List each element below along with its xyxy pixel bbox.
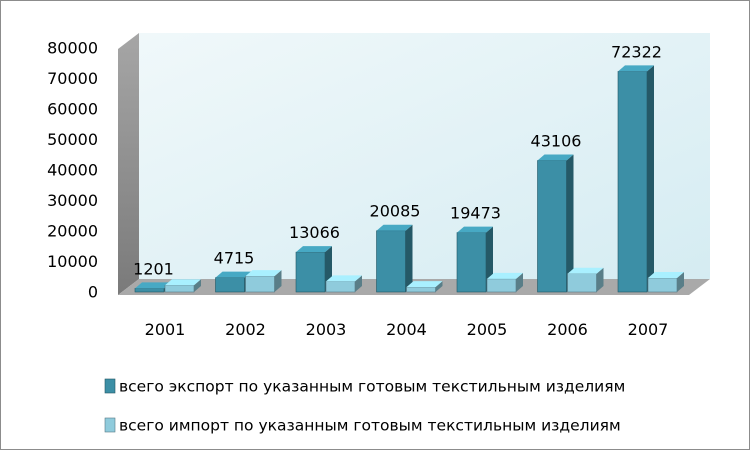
bar-front-face	[215, 277, 245, 293]
y-tick-label: 50000	[47, 130, 98, 149]
bar-front-face	[456, 232, 487, 293]
bar-front-face	[406, 286, 436, 293]
bar-side-face	[596, 267, 604, 292]
bar-side-face	[405, 224, 413, 292]
bar	[295, 246, 332, 293]
bar-side-face	[647, 65, 654, 292]
legend-swatch	[104, 417, 116, 433]
legend-item: всего экспорт по указанным готовым текст…	[104, 378, 625, 396]
x-tick-label: 2007	[628, 320, 669, 339]
bar-top-face	[406, 281, 443, 288]
data-label: 13066	[289, 223, 340, 242]
data-label: 72322	[611, 42, 662, 61]
bar-side-face	[274, 270, 282, 292]
legend-label: всего импорт по указанным готовым тексти…	[119, 417, 621, 435]
bar-top-face	[618, 65, 654, 72]
y-tick-label: 10000	[47, 252, 98, 271]
legend-item: всего импорт по указанным готовым тексти…	[104, 417, 621, 435]
bar-side-face	[435, 281, 443, 292]
y-tick-label: 0	[88, 283, 98, 302]
bar-top-face	[326, 275, 362, 282]
bar-front-face	[486, 278, 517, 293]
bar-front-face	[245, 275, 275, 293]
bar	[617, 65, 654, 293]
y-tick-label: 20000	[47, 222, 98, 241]
data-label: 4715	[214, 249, 255, 268]
bar-front-face	[295, 251, 326, 293]
data-label: 20085	[370, 202, 421, 221]
bar	[325, 275, 362, 293]
bar	[567, 267, 604, 293]
bar-front-face	[134, 288, 165, 293]
y-tick-label: 60000	[47, 100, 98, 119]
bar-top-face	[487, 272, 523, 279]
bar-top-face	[457, 226, 493, 233]
bar-front-face	[567, 273, 597, 293]
bar	[537, 154, 574, 293]
data-label: 43106	[531, 132, 582, 151]
bar	[164, 279, 201, 293]
y-tick-label: 30000	[47, 191, 98, 210]
bar	[245, 270, 282, 293]
bar-side-face	[355, 275, 362, 292]
legend-label: всего экспорт по указанным готовым текст…	[119, 378, 625, 396]
bar-side-face	[194, 279, 201, 292]
x-tick-label: 2003	[306, 320, 347, 339]
y-tick-label: 80000	[47, 39, 98, 58]
bar	[376, 224, 413, 293]
bar-top-face	[215, 271, 252, 278]
bar-front-face	[537, 160, 567, 293]
y-tick-label: 70000	[47, 69, 98, 88]
data-label: 19473	[450, 204, 501, 223]
bar-top-face	[567, 267, 604, 274]
bar	[456, 226, 493, 293]
bar-front-face	[325, 281, 356, 293]
data-label: 1201	[133, 259, 174, 278]
bar-side-face	[516, 272, 523, 292]
bar	[486, 272, 523, 293]
bar-top-face	[296, 246, 332, 253]
bar-top-face	[376, 224, 413, 231]
bar-front-face	[617, 71, 648, 293]
bar-side-face	[566, 154, 574, 292]
bar-front-face	[164, 284, 195, 293]
bar-top-face	[245, 270, 282, 277]
x-tick-label: 2001	[145, 320, 186, 339]
bar-top-face	[165, 279, 201, 286]
bar-top-face	[537, 154, 574, 161]
bar-front-face	[376, 230, 406, 293]
bar	[647, 271, 684, 293]
x-tick-label: 2002	[225, 320, 266, 339]
bar-side-face	[677, 271, 684, 292]
x-tick-label: 2004	[386, 320, 427, 339]
legend-swatch	[104, 378, 116, 394]
x-tick-label: 2005	[467, 320, 508, 339]
x-tick-label: 2006	[547, 320, 588, 339]
bar-top-face	[648, 271, 684, 278]
bar-top-face	[135, 282, 171, 289]
chart-side-wall	[118, 33, 139, 295]
y-tick-label: 40000	[47, 161, 98, 180]
bar	[406, 281, 443, 293]
bar-front-face	[647, 277, 678, 293]
